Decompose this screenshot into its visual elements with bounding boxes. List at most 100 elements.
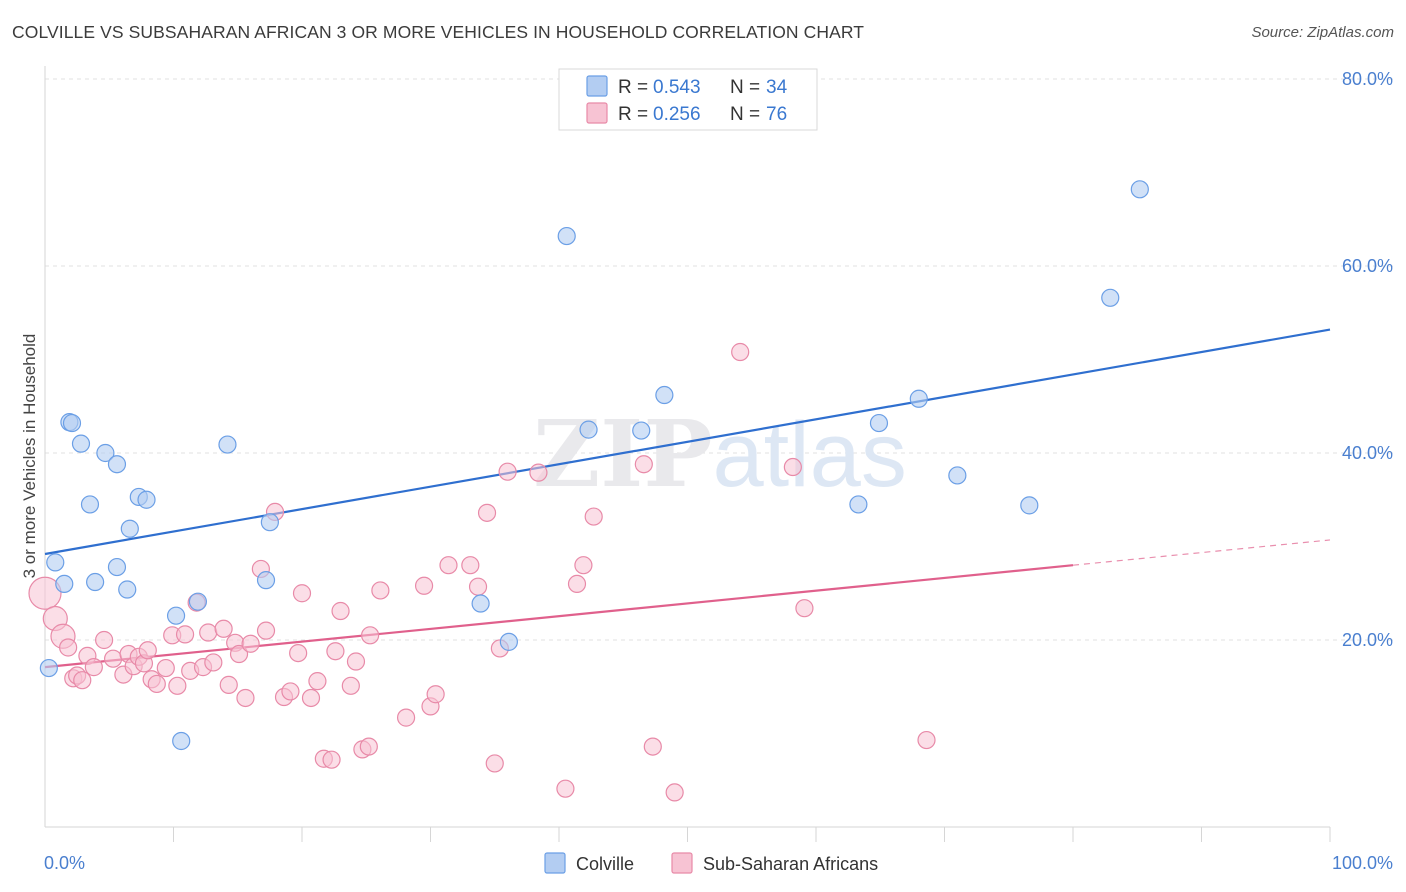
- x-tick-label-min: 0.0%: [44, 853, 85, 873]
- data-point-subsaharan: [346, 652, 366, 671]
- data-point-colville: [909, 389, 928, 408]
- legend-r-value-2: 0.256: [653, 104, 701, 125]
- data-point-subsaharan: [219, 675, 238, 694]
- data-point-colville: [118, 580, 137, 599]
- legend-r-value-1: 0.543: [653, 77, 701, 98]
- data-point-subsaharan: [175, 625, 195, 644]
- data-point-subsaharan: [84, 658, 103, 677]
- legend-box: R = 0.543 N = 34 R = 0.256 N = 76: [558, 68, 818, 131]
- data-point-colville: [120, 519, 139, 538]
- data-point-colville: [1101, 288, 1120, 307]
- data-point-colville: [39, 658, 58, 678]
- data-point-subsaharan: [214, 619, 233, 638]
- data-point-subsaharan: [168, 676, 187, 695]
- y-tick-label: 60.0%: [1342, 256, 1393, 276]
- trend-line-subsaharan-extension: [1072, 539, 1331, 566]
- chart-source: Source: ZipAtlas.com: [1251, 24, 1394, 41]
- data-point-colville: [260, 513, 279, 532]
- data-point-subsaharan: [371, 581, 390, 600]
- grid-lines: [45, 78, 1393, 641]
- data-point-subsaharan: [199, 623, 218, 642]
- legend-n-label-1: N =: [730, 77, 760, 98]
- series-subsaharan-points: [28, 342, 936, 802]
- data-point-subsaharan: [634, 455, 653, 474]
- legend-r-label-2: R =: [618, 104, 648, 125]
- data-point-colville: [62, 413, 82, 433]
- data-point-colville: [46, 553, 65, 572]
- legend-swatch-colville: [586, 75, 608, 97]
- data-point-colville: [166, 606, 186, 625]
- axes: [44, 66, 1331, 842]
- bottom-legend-subsaharan: Sub-Saharan Africans: [703, 854, 878, 874]
- data-point-subsaharan: [584, 507, 603, 526]
- data-point-colville: [1020, 496, 1039, 515]
- data-point-colville: [557, 226, 576, 246]
- data-point-subsaharan: [917, 730, 936, 750]
- data-point-subsaharan: [341, 676, 360, 695]
- data-point-subsaharan: [477, 503, 497, 522]
- data-point-subsaharan: [241, 634, 260, 653]
- data-point-subsaharan: [95, 630, 114, 650]
- trend-line-subsaharan: [44, 564, 1074, 669]
- watermark: ZIPatlas: [533, 400, 907, 508]
- data-point-subsaharan: [236, 688, 255, 708]
- data-point-subsaharan: [783, 457, 802, 477]
- chart-title: COLVILLE VS SUBSAHARAN AFRICAN 3 OR MORE…: [12, 22, 865, 42]
- data-point-subsaharan: [301, 688, 321, 708]
- bottom-legend-swatch-subsaharan: [671, 852, 693, 874]
- data-point-subsaharan: [396, 708, 416, 727]
- data-point-colville: [188, 592, 208, 611]
- data-point-colville: [96, 443, 115, 463]
- data-point-subsaharan: [73, 671, 92, 690]
- data-point-subsaharan: [414, 576, 434, 595]
- data-point-colville: [1130, 180, 1149, 199]
- data-point-subsaharan: [485, 754, 504, 773]
- data-point-subsaharan: [359, 737, 378, 756]
- data-point-subsaharan: [331, 601, 350, 621]
- data-point-subsaharan: [326, 642, 345, 661]
- trend-line-colville: [44, 328, 1331, 556]
- data-point-subsaharan: [28, 576, 62, 610]
- data-point-subsaharan: [439, 556, 458, 575]
- legend-n-value-1: 34: [766, 77, 788, 98]
- data-point-subsaharan: [59, 638, 78, 657]
- data-point-subsaharan: [468, 577, 488, 596]
- data-point-subsaharan: [426, 685, 445, 704]
- data-point-colville: [80, 495, 100, 514]
- y-tick-label: 40.0%: [1342, 443, 1393, 463]
- data-point-subsaharan: [308, 672, 327, 691]
- data-point-subsaharan: [156, 658, 175, 678]
- data-point-colville: [632, 421, 651, 440]
- data-point-colville: [107, 557, 127, 577]
- data-point-colville: [655, 385, 674, 405]
- data-point-colville: [71, 434, 91, 453]
- data-point-colville: [137, 490, 156, 509]
- data-point-colville: [849, 495, 868, 514]
- data-point-colville: [499, 632, 518, 651]
- data-point-colville: [86, 572, 105, 592]
- legend-swatch-subsaharan: [586, 102, 608, 124]
- data-point-subsaharan: [289, 643, 308, 663]
- data-point-subsaharan: [229, 644, 249, 664]
- data-point-subsaharan: [281, 682, 300, 701]
- data-point-colville: [948, 466, 967, 485]
- data-point-colville: [471, 594, 490, 613]
- y-axis-label: 3 or more Vehicles in Household: [20, 334, 39, 579]
- legend-r-label-1: R =: [618, 77, 648, 98]
- bottom-legend-swatch-colville: [544, 852, 566, 874]
- data-point-colville: [218, 435, 237, 454]
- data-point-colville: [579, 420, 598, 439]
- trend-lines: [44, 328, 1331, 669]
- bottom-legend-colville: Colville: [576, 854, 634, 874]
- data-point-subsaharan: [138, 641, 157, 660]
- data-point-colville: [55, 574, 74, 594]
- data-point-subsaharan: [292, 584, 312, 603]
- legend-n-value-2: 76: [766, 104, 787, 125]
- legend-n-label-2: N =: [730, 104, 760, 125]
- data-point-subsaharan: [731, 342, 750, 362]
- data-point-colville: [869, 413, 889, 433]
- data-point-subsaharan: [204, 653, 223, 672]
- data-point-colville: [256, 571, 276, 590]
- data-point-subsaharan: [567, 574, 587, 594]
